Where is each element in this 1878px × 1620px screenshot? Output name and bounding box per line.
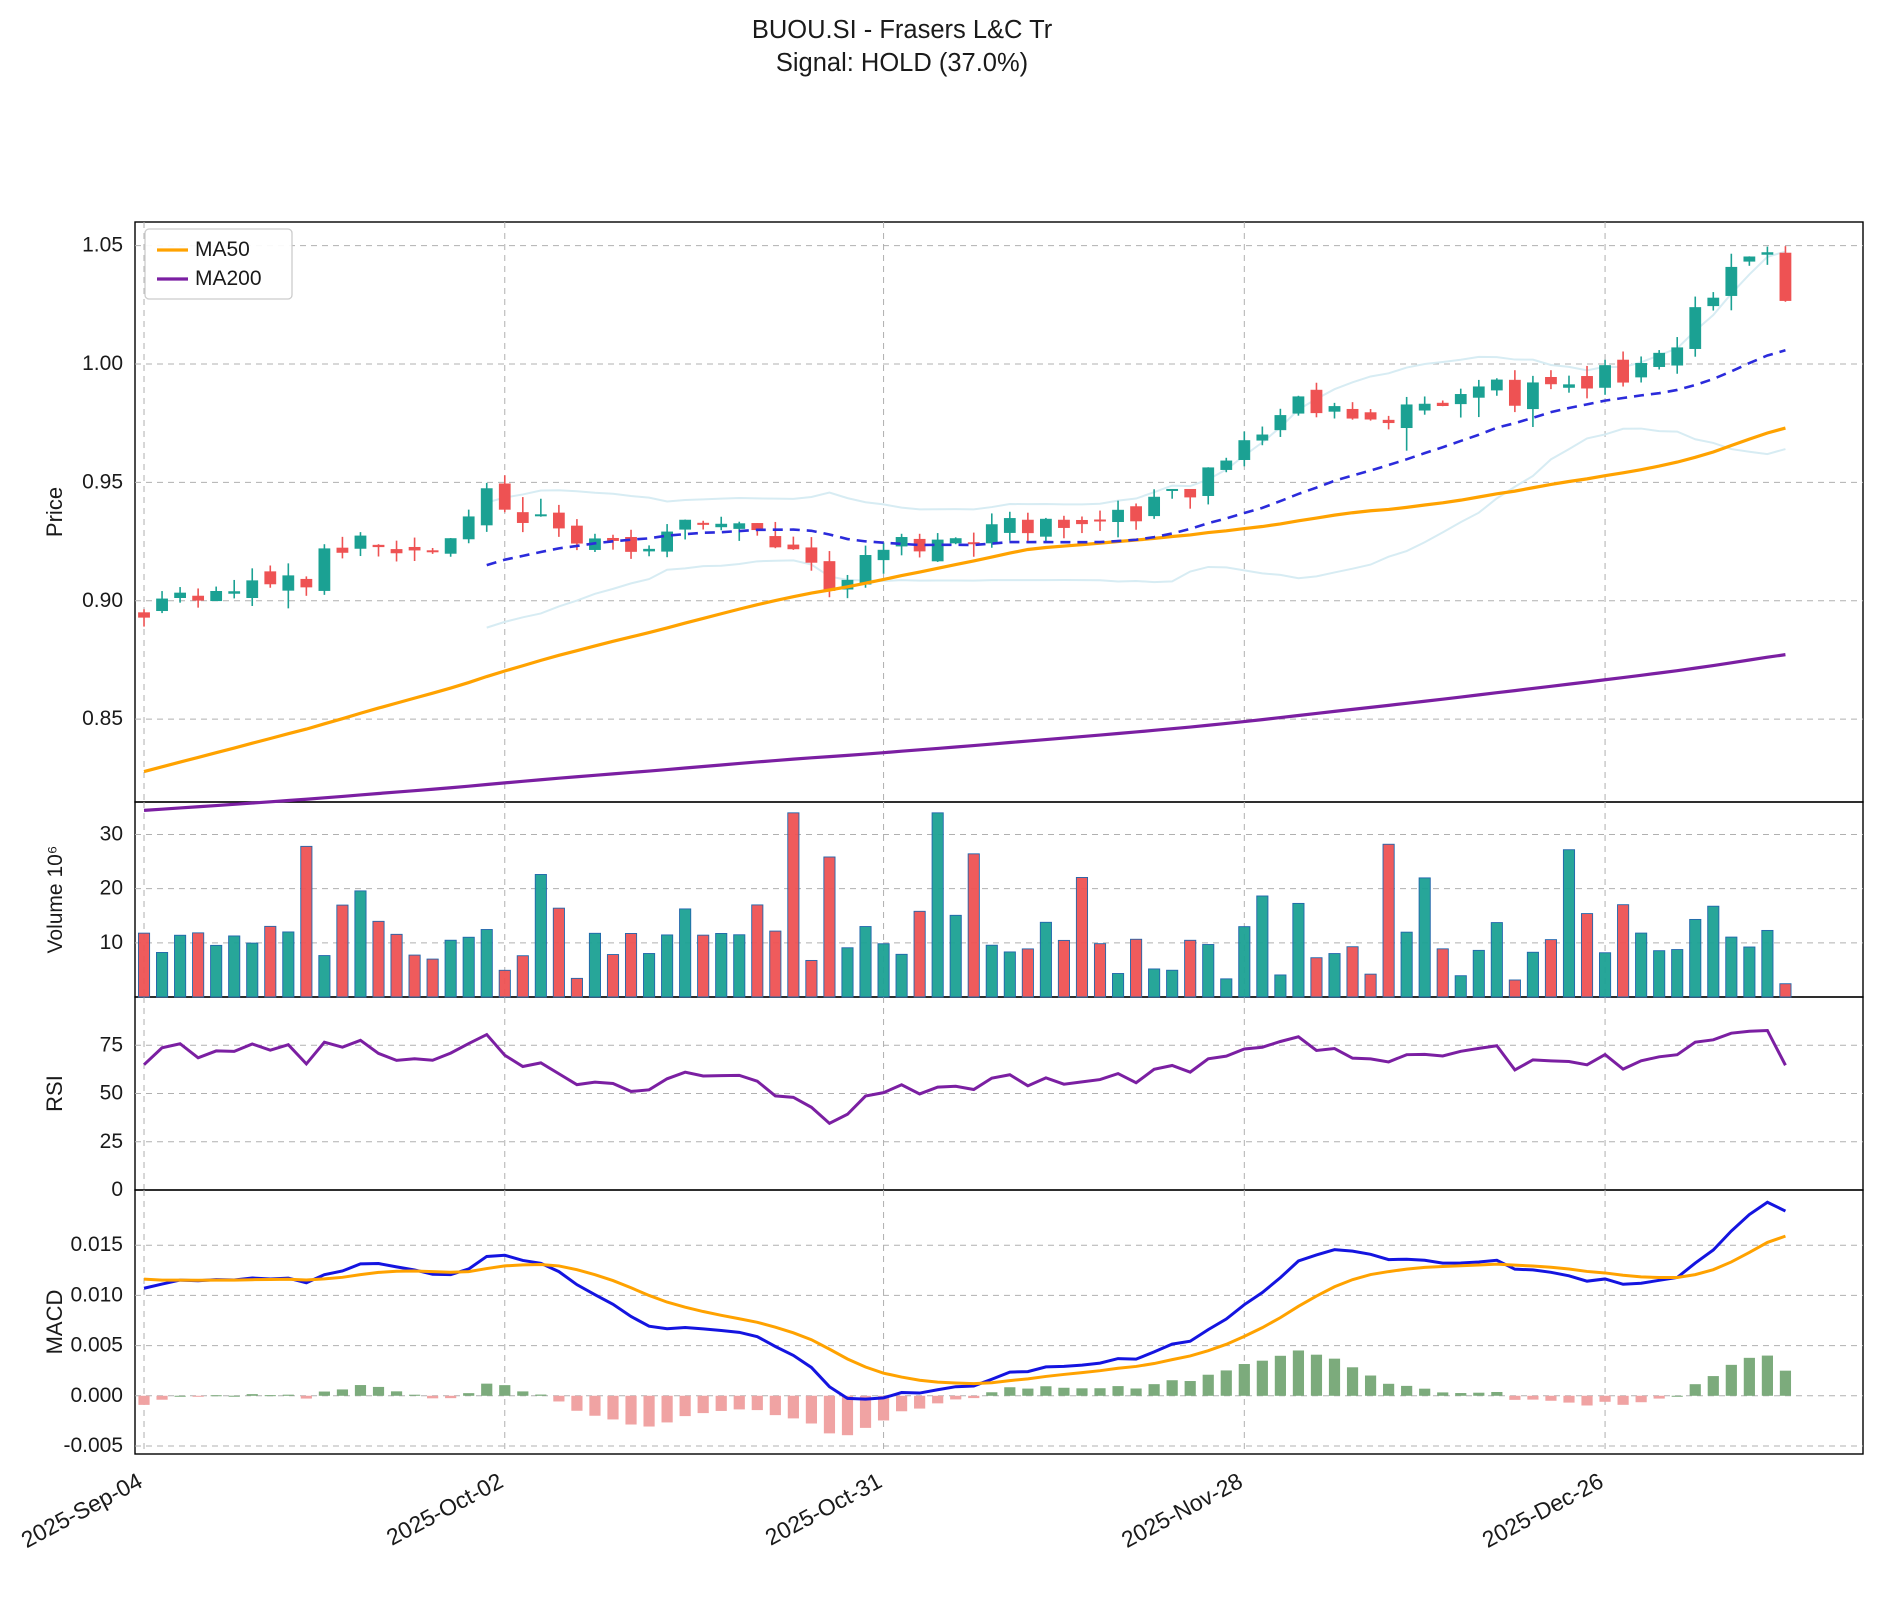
svg-text:20: 20 — [100, 877, 123, 900]
svg-text:25: 25 — [100, 1130, 123, 1153]
svg-text:2025-Dec-26: 2025-Dec-26 — [1478, 1467, 1608, 1552]
svg-text:0.90: 0.90 — [82, 589, 123, 612]
svg-text:-0.005: -0.005 — [63, 1434, 123, 1457]
svg-text:RSI: RSI — [42, 1075, 67, 1112]
svg-text:Price: Price — [42, 487, 67, 537]
svg-text:0.005: 0.005 — [70, 1334, 123, 1357]
svg-text:1.00: 1.00 — [82, 352, 123, 375]
svg-text:0.85: 0.85 — [82, 707, 123, 730]
svg-text:0.015: 0.015 — [70, 1233, 123, 1256]
svg-text:0.000: 0.000 — [70, 1384, 123, 1407]
svg-text:0: 0 — [111, 1178, 123, 1201]
svg-text:MA50: MA50 — [195, 238, 250, 261]
svg-text:2025-Oct-31: 2025-Oct-31 — [761, 1467, 886, 1550]
svg-text:0.010: 0.010 — [70, 1283, 123, 1306]
svg-text:0.95: 0.95 — [82, 470, 123, 493]
svg-text:75: 75 — [100, 1033, 123, 1056]
svg-text:2025-Sep-04: 2025-Sep-04 — [17, 1467, 147, 1552]
svg-text:1.05: 1.05 — [82, 234, 123, 257]
svg-text:10: 10 — [100, 931, 123, 954]
svg-text:MACD: MACD — [42, 1290, 67, 1355]
svg-text:MA200: MA200 — [195, 267, 262, 290]
svg-text:30: 30 — [100, 823, 123, 846]
svg-text:50: 50 — [100, 1082, 123, 1105]
svg-text:2025-Nov-28: 2025-Nov-28 — [1117, 1467, 1247, 1552]
svg-text:Volume 10⁶: Volume 10⁶ — [44, 846, 67, 954]
svg-text:2025-Oct-02: 2025-Oct-02 — [382, 1467, 507, 1550]
